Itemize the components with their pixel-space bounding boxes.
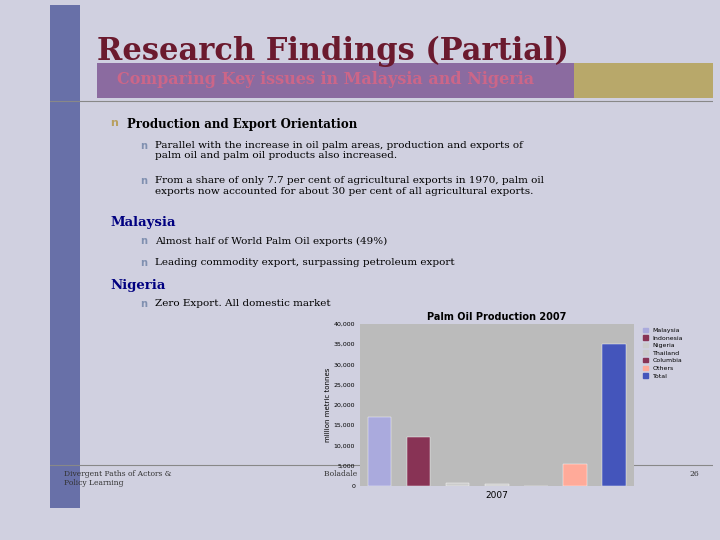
Bar (485, 484, 508, 486)
Text: n: n (140, 141, 147, 151)
Text: n: n (140, 237, 147, 246)
Bar (446, 483, 469, 486)
Text: 26: 26 (690, 470, 700, 478)
Text: Malaysia: Malaysia (110, 217, 176, 230)
Text: Divergent Paths of Actors &
Policy Learning: Divergent Paths of Actors & Policy Learn… (63, 470, 171, 487)
FancyBboxPatch shape (574, 63, 713, 98)
Text: Leading commodity export, surpassing petroleum export: Leading commodity export, surpassing pet… (155, 258, 455, 267)
Text: Zero Export. All domestic market: Zero Export. All domestic market (155, 299, 330, 308)
Bar (368, 417, 391, 486)
Text: Research Findings (Partial): Research Findings (Partial) (96, 36, 569, 67)
FancyBboxPatch shape (96, 63, 713, 98)
Text: Parallel with the increase in oil palm areas, production and exports of
palm oil: Parallel with the increase in oil palm a… (155, 141, 523, 160)
Text: n: n (140, 258, 147, 267)
Text: Comparing Key issues in Malaysia and Nigeria: Comparing Key issues in Malaysia and Nig… (117, 71, 534, 88)
Bar (407, 437, 431, 486)
Text: Nigeria: Nigeria (110, 279, 166, 292)
Title: Palm Oil Production 2007: Palm Oil Production 2007 (427, 312, 567, 322)
FancyBboxPatch shape (50, 5, 80, 508)
Text: n: n (110, 118, 118, 129)
Text: n: n (140, 176, 147, 186)
Text: n: n (140, 299, 147, 309)
Bar (603, 345, 626, 486)
Text: Boladale O. Abiola Adebowale: Boladale O. Abiola Adebowale (324, 470, 439, 478)
Bar (563, 464, 587, 486)
Y-axis label: million metric tonnes: million metric tonnes (325, 368, 331, 442)
Text: Production and Export Orientation: Production and Export Orientation (127, 118, 357, 131)
Legend: Malaysia, Indonesia, Nigeria, Thailand, Columbia, Others, Total: Malaysia, Indonesia, Nigeria, Thailand, … (642, 327, 684, 379)
Text: From a share of only 7.7 per cent of agricultural exports in 1970, palm oil
expo: From a share of only 7.7 per cent of agr… (155, 176, 544, 195)
Text: Almost half of World Palm Oil exports (49%): Almost half of World Palm Oil exports (4… (155, 237, 387, 246)
